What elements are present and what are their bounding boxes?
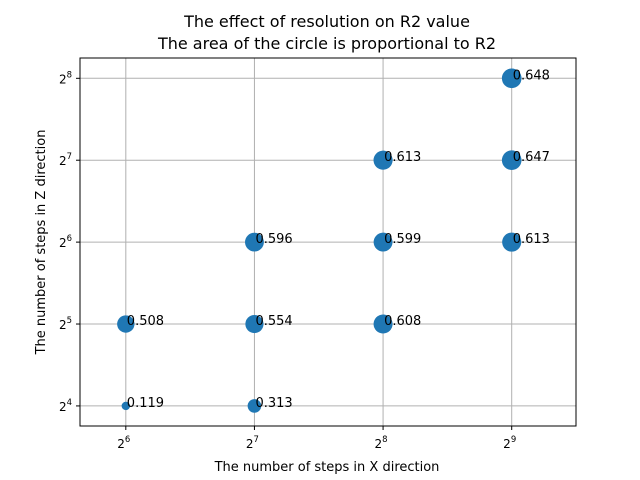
plot-area-frame (79, 57, 577, 427)
data-point-label: 0.647 (513, 150, 550, 165)
data-point-label: 0.648 (513, 68, 550, 83)
y-tick-label: 24 (59, 398, 72, 414)
data-point-label: 0.313 (255, 396, 292, 411)
chart-title: The effect of resolution on R2 value (183, 12, 470, 31)
y-tick-label: 26 (59, 234, 72, 250)
data-point-label: 0.613 (384, 150, 421, 165)
data-point-label: 0.613 (513, 232, 550, 247)
x-tick-label: 29 (503, 435, 516, 451)
data-point-bubble (121, 401, 131, 411)
x-tick-label: 28 (375, 435, 388, 451)
data-point-bubble (247, 399, 262, 413)
data-point-bubble (501, 150, 522, 171)
chart-subtitle: The area of the circle is proportional t… (157, 34, 496, 53)
x-tick-label: 26 (117, 435, 130, 451)
y-tick-label: 25 (59, 316, 72, 332)
axis-ticks: 26 27 28 29 24 25 26 27 28 (59, 70, 516, 451)
data-point-label: 0.508 (127, 314, 164, 329)
y-axis-label: The number of steps in Z direction (34, 130, 49, 356)
data-labels: 0.119 0.508 0.313 0.554 0.596 0.608 0.599 0.613… (127, 68, 550, 411)
data-point-bubble (245, 232, 264, 252)
data-point-bubble (373, 314, 393, 334)
data-point-bubble (502, 232, 522, 252)
data-point-bubble (373, 150, 393, 170)
data-point-bubble (501, 68, 522, 89)
data-point-bubble (117, 315, 135, 333)
data-point-label: 0.608 (384, 314, 421, 329)
data-point-bubble (245, 314, 264, 334)
y-tick-label: 28 (59, 70, 72, 86)
x-tick-label: 27 (246, 435, 259, 451)
data-point-bubble (373, 232, 393, 252)
data-point-label: 0.596 (255, 232, 292, 247)
data-point-label: 0.554 (255, 314, 292, 329)
markers (117, 68, 522, 413)
x-axis-label: The number of steps in X direction (214, 460, 440, 475)
y-tick-label: 27 (59, 152, 72, 168)
data-point-label: 0.599 (384, 232, 421, 247)
data-point-label: 0.119 (127, 396, 164, 411)
